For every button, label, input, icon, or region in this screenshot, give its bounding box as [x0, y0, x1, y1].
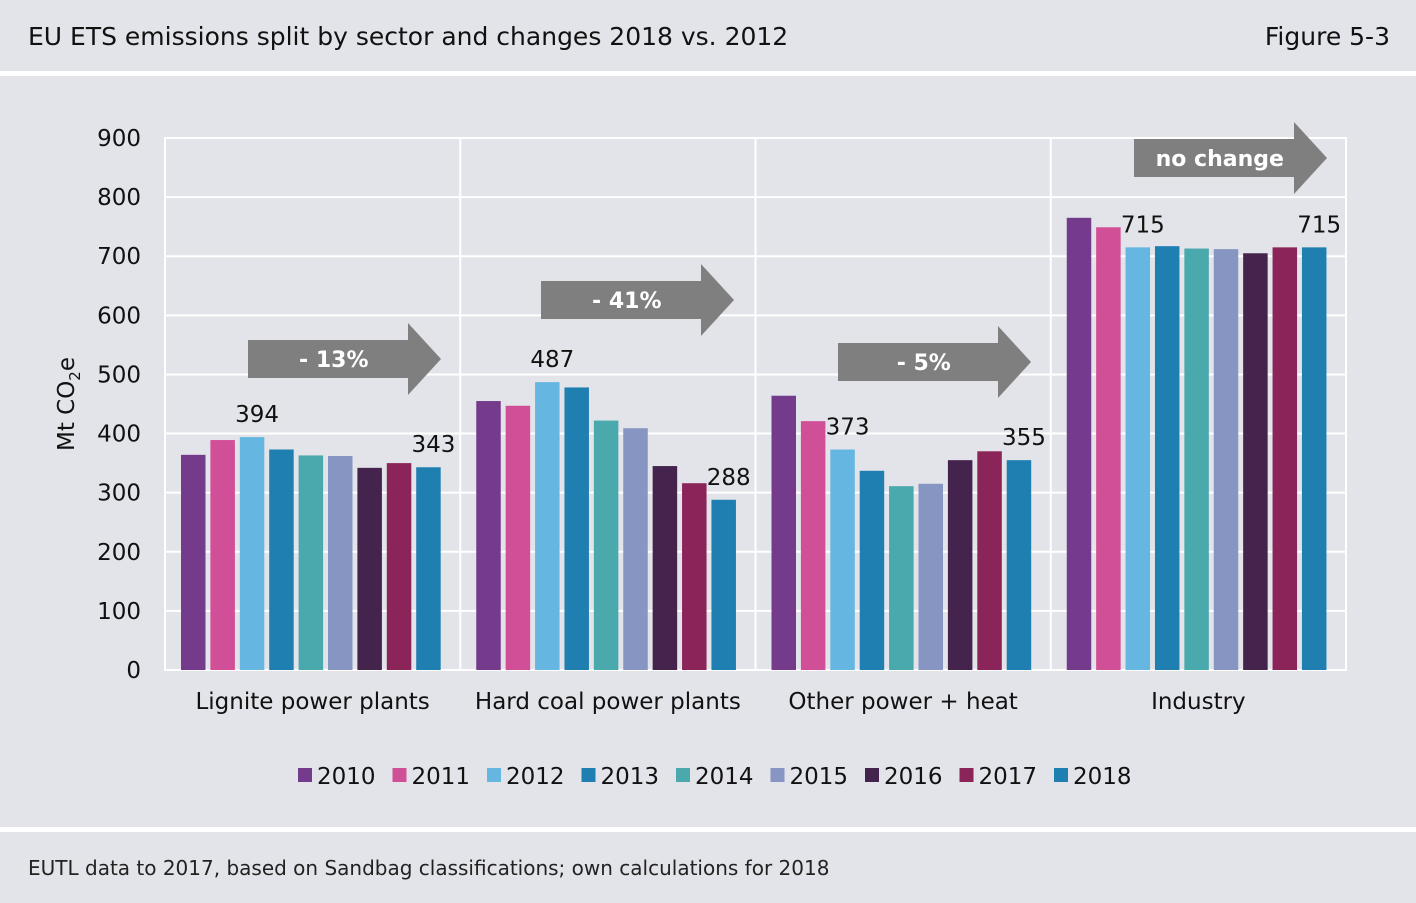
bar-2011-0: [210, 440, 235, 670]
bar-2017-0: [386, 463, 412, 670]
data-label: 373: [826, 415, 870, 441]
y-tick-label: 200: [97, 540, 141, 566]
y-axis-label: Mt CO2e: [54, 357, 84, 451]
bar-2017-2: [977, 451, 1002, 670]
data-label: 487: [530, 347, 574, 373]
bar-2011-2: [800, 421, 826, 670]
legend-label-2015: 2015: [790, 764, 849, 790]
legend-label-2014: 2014: [695, 764, 754, 790]
data-label: 394: [235, 402, 279, 428]
data-label: 288: [707, 465, 751, 491]
legend-label-2012: 2012: [506, 764, 565, 790]
change-label: - 13%: [299, 348, 368, 373]
bar-2012-3: [1125, 247, 1151, 670]
change-label: no change: [1156, 147, 1284, 172]
change-arrow: [541, 264, 734, 336]
bar-2012-0: [239, 437, 265, 670]
y-tick-label: 700: [97, 244, 141, 270]
legend-label-2013: 2013: [601, 764, 660, 790]
bar-2017-1: [682, 483, 707, 670]
bar-2010-2: [771, 395, 796, 670]
bar-2011-3: [1096, 227, 1121, 670]
legend-swatch-2010: [298, 768, 312, 782]
legend-swatch-2012: [487, 768, 501, 782]
figure-title: EU ETS emissions split by sector and cha…: [28, 22, 789, 51]
legend-swatch-2017: [959, 768, 974, 782]
header-divider: [0, 71, 1416, 76]
legend-swatch-2015: [770, 768, 785, 782]
bar-2010-3: [1066, 217, 1092, 671]
bar-2018-2: [1006, 460, 1032, 670]
legend-swatch-2018: [1054, 768, 1068, 782]
legend-swatch-2013: [581, 768, 596, 782]
legend-swatch-2016: [865, 768, 879, 782]
legend-label-2016: 2016: [884, 764, 943, 790]
data-label: 343: [411, 432, 455, 458]
bar-2014-2: [889, 486, 914, 670]
data-label: 715: [1121, 212, 1165, 238]
legend-swatch-2014: [676, 768, 690, 782]
change-arrow: [1134, 122, 1327, 194]
bar-2010-0: [181, 454, 206, 670]
legend-label-2010: 2010: [317, 764, 376, 790]
bar-2015-0: [328, 456, 353, 670]
bar-2015-3: [1213, 249, 1239, 670]
data-label: 715: [1297, 212, 1341, 238]
bar-2010-1: [476, 401, 501, 670]
category-label: Other power + heat: [788, 689, 1017, 715]
figure-header: EU ETS emissions split by sector and cha…: [0, 0, 1416, 74]
bar-2013-2: [859, 470, 885, 670]
source-note: EUTL data to 2017, based on Sandbag clas…: [28, 856, 830, 880]
legend-label-2018: 2018: [1073, 764, 1132, 790]
change-arrow: [248, 323, 441, 395]
bar-2017-3: [1272, 247, 1298, 670]
legend-label-2017: 2017: [979, 764, 1038, 790]
bar-2013-1: [564, 387, 589, 670]
bar-2018-0: [416, 467, 441, 670]
y-tick-label: 300: [97, 481, 141, 507]
legend-swatch-2011: [392, 768, 407, 782]
category-label: Hard coal power plants: [475, 689, 741, 715]
bar-2018-3: [1301, 247, 1327, 670]
bar-2016-2: [947, 460, 973, 670]
change-label: - 41%: [592, 289, 661, 314]
category-label: Lignite power plants: [195, 689, 429, 715]
bar-2015-1: [623, 428, 648, 670]
bar-2014-3: [1184, 248, 1209, 670]
bar-2015-2: [918, 483, 943, 670]
y-tick-label: 600: [97, 303, 141, 329]
legend-label-2011: 2011: [412, 764, 471, 790]
y-tick-label: 800: [97, 185, 141, 211]
y-tick-label: 100: [97, 599, 141, 625]
y-tick-label: 0: [126, 658, 141, 684]
bar-2013-3: [1154, 246, 1180, 670]
bar-2018-1: [711, 499, 736, 670]
change-label: - 5%: [897, 351, 951, 376]
y-tick-label: 400: [97, 422, 141, 448]
category-label: Industry: [1151, 689, 1246, 715]
bar-2016-1: [652, 466, 678, 670]
bar-2014-0: [298, 455, 324, 670]
bar-2016-3: [1243, 253, 1268, 670]
bar-2016-0: [357, 467, 382, 670]
y-tick-label: 500: [97, 362, 141, 388]
bar-2012-1: [535, 382, 560, 670]
footer-divider: [0, 827, 1416, 832]
y-tick-label: 900: [97, 126, 141, 152]
bar-2014-1: [593, 420, 619, 670]
data-label: 355: [1002, 425, 1046, 451]
bar-2013-0: [269, 449, 294, 670]
change-arrow: [838, 326, 1031, 398]
bar-2012-2: [830, 449, 855, 670]
figure-number: Figure 5-3: [1264, 22, 1390, 51]
bar-2011-1: [505, 405, 531, 670]
